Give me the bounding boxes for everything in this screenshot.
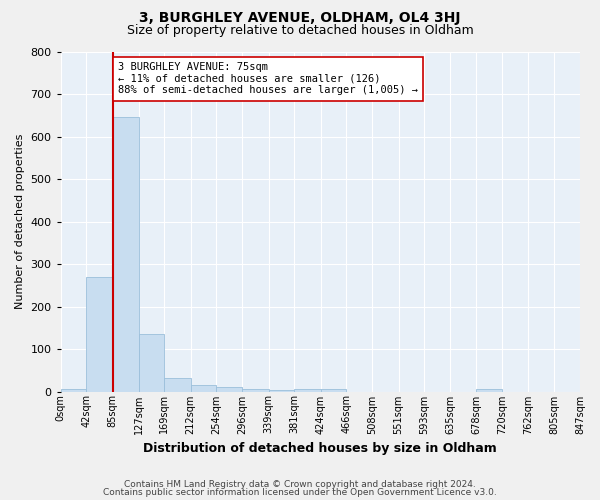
Bar <box>191 384 217 392</box>
Y-axis label: Number of detached properties: Number of detached properties <box>15 134 25 309</box>
Bar <box>269 390 294 392</box>
Bar <box>320 390 346 392</box>
Bar <box>476 390 502 392</box>
Text: Contains public sector information licensed under the Open Government Licence v3: Contains public sector information licen… <box>103 488 497 497</box>
Bar <box>139 334 164 392</box>
Bar <box>242 389 269 392</box>
Text: Contains HM Land Registry data © Crown copyright and database right 2024.: Contains HM Land Registry data © Crown c… <box>124 480 476 489</box>
Text: 3, BURGHLEY AVENUE, OLDHAM, OL4 3HJ: 3, BURGHLEY AVENUE, OLDHAM, OL4 3HJ <box>139 11 461 25</box>
Bar <box>164 378 191 392</box>
Bar <box>217 388 242 392</box>
X-axis label: Distribution of detached houses by size in Oldham: Distribution of detached houses by size … <box>143 442 497 455</box>
Text: 3 BURGHLEY AVENUE: 75sqm
← 11% of detached houses are smaller (126)
88% of semi-: 3 BURGHLEY AVENUE: 75sqm ← 11% of detach… <box>118 62 418 96</box>
Bar <box>86 277 113 392</box>
Bar <box>294 390 320 392</box>
Bar <box>113 118 139 392</box>
Bar <box>61 388 86 392</box>
Text: Size of property relative to detached houses in Oldham: Size of property relative to detached ho… <box>127 24 473 37</box>
